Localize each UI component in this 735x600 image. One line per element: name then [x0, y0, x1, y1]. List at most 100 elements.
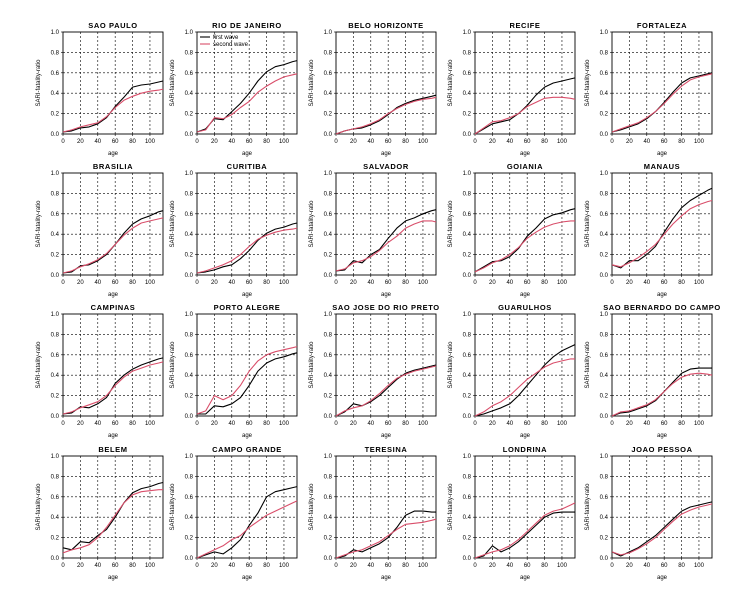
x-tick-label: 40 [643, 280, 650, 286]
y-axis-label: SARI-fatality-ratio [448, 341, 454, 389]
y-tick-label: 0.4 [600, 91, 609, 97]
y-tick-label: 0.6 [51, 353, 60, 359]
x-tick-label: 0 [334, 139, 338, 145]
x-axis-label: age [657, 575, 668, 581]
panel-fortaleza: FORTALEZA 0 20 40 60 80 100 0.0 0.2 0.4 0.6 0.8 1.0 a… [585, 21, 713, 157]
y-tick-label: 0.2 [600, 394, 609, 400]
plot-frame [196, 313, 298, 417]
y-tick-label: 0.4 [600, 232, 609, 238]
x-tick-label: 60 [112, 280, 119, 286]
x-tick-label: 40 [94, 563, 101, 569]
y-tick-label: 0.8 [600, 191, 609, 197]
y-tick-label: 1.0 [51, 312, 60, 318]
y-tick-label: 0.4 [600, 515, 609, 521]
y-tick-label: 1.0 [600, 454, 609, 460]
x-axis-label: age [381, 575, 392, 581]
y-tick-label: 0.0 [185, 556, 194, 562]
x-tick-label: 20 [350, 563, 357, 569]
x-tick-label: 20 [626, 563, 633, 569]
x-tick-label: 60 [112, 421, 119, 427]
series-line-second-wave [611, 199, 713, 268]
y-axis-label: SARI-fatality-ratio [448, 200, 454, 248]
x-tick-label: 0 [610, 280, 614, 286]
y-tick-label: 1.0 [324, 312, 333, 318]
y-tick-label: 0.2 [185, 394, 194, 400]
x-tick-label: 20 [489, 139, 496, 145]
plot-frame [474, 455, 576, 559]
y-axis-label: SARI-fatality-ratio [309, 483, 315, 531]
y-tick-label: 1.0 [324, 30, 333, 36]
x-tick-label: 0 [473, 139, 477, 145]
x-axis-label: age [242, 292, 253, 298]
y-tick-label: 1.0 [324, 454, 333, 460]
series-line-first-wave [196, 486, 298, 559]
x-tick-label: 0 [610, 139, 614, 145]
x-tick-label: 0 [61, 563, 65, 569]
y-tick-label: 0.2 [51, 536, 60, 542]
x-tick-label: 80 [129, 280, 136, 286]
x-tick-label: 80 [402, 563, 409, 569]
x-tick-label: 80 [678, 563, 685, 569]
panel-title: CURITIBA [227, 162, 268, 171]
x-tick-label: 0 [334, 563, 338, 569]
x-tick-label: 100 [694, 280, 705, 286]
y-tick-label: 0.6 [463, 71, 472, 77]
x-tick-label: 80 [263, 421, 270, 427]
panel-porto-alegre: PORTO ALEGRE 0 20 40 60 80 100 0.0 0.2 0.4 0.6 0.8 1… [170, 303, 298, 439]
panel-sao-paulo: SAO PAULO 0 20 40 60 80 100 0.0 0.2 0.4 0.6 0.8 1.0 a… [36, 21, 164, 157]
x-tick-label: 40 [506, 280, 513, 286]
x-tick-label: 20 [211, 563, 218, 569]
y-tick-label: 0.8 [324, 191, 333, 197]
series-line-second-wave [611, 503, 713, 556]
panel-title: FORTALEZA [637, 21, 687, 30]
x-tick-label: 40 [643, 421, 650, 427]
panel-joao-pessoa: JOAO PESSOA 0 20 40 60 80 100 0.0 0.2 0.4 0.6 0.8 1.… [585, 445, 713, 581]
plot-frame [62, 313, 164, 417]
series-line-first-wave [474, 77, 576, 135]
x-tick-label: 100 [418, 280, 429, 286]
x-tick-label: 40 [228, 280, 235, 286]
x-tick-label: 80 [678, 280, 685, 286]
y-tick-label: 1.0 [185, 171, 194, 177]
y-axis-label: SARI-fatality-ratio [170, 59, 176, 107]
x-tick-label: 80 [129, 421, 136, 427]
series-line-second-wave [474, 358, 575, 417]
x-axis-label: age [242, 433, 253, 439]
x-tick-label: 80 [129, 139, 136, 145]
panel-title: BELO HORIZONTE [348, 21, 423, 30]
y-axis-label: SARI-fatality-ratio [36, 341, 42, 389]
y-tick-label: 0.6 [51, 495, 60, 501]
series-line-first-wave [62, 80, 164, 133]
y-tick-label: 0.2 [324, 394, 333, 400]
panel-belem: BELEM 0 20 40 60 80 100 0.0 0.2 0.4 0.6 0.8 1.0 age SA… [36, 445, 164, 581]
x-tick-label: 80 [263, 139, 270, 145]
x-tick-label: 100 [418, 563, 429, 569]
series-line-first-wave [611, 187, 713, 269]
y-tick-label: 0.2 [463, 112, 472, 118]
y-axis-label: SARI-fatality-ratio [309, 59, 315, 107]
x-tick-label: 80 [402, 421, 409, 427]
panel-title: BRASILIA [93, 162, 133, 171]
y-tick-label: 0.0 [51, 556, 60, 562]
y-tick-label: 0.8 [463, 50, 472, 56]
x-axis-label: age [520, 151, 531, 157]
x-tick-label: 60 [246, 280, 253, 286]
panel-teresina: TERESINA 0 20 40 60 80 100 0.0 0.2 0.4 0.6 0.8 1.0 ag… [309, 445, 437, 581]
y-tick-label: 0.8 [51, 191, 60, 197]
x-tick-label: 40 [506, 563, 513, 569]
x-axis-label: age [520, 292, 531, 298]
plot-frame [196, 31, 298, 135]
series-line-first-wave [197, 352, 298, 415]
x-tick-label: 0 [610, 421, 614, 427]
y-tick-label: 0.0 [600, 414, 609, 420]
y-tick-label: 0.0 [324, 273, 333, 279]
x-tick-label: 100 [418, 139, 429, 145]
x-tick-label: 100 [418, 421, 429, 427]
plot-frame [62, 31, 164, 135]
y-tick-label: 0.8 [600, 474, 609, 480]
y-tick-label: 0.4 [600, 373, 609, 379]
x-axis-label: age [657, 151, 668, 157]
plot-frame [196, 172, 298, 276]
y-tick-label: 1.0 [51, 30, 60, 36]
x-tick-label: 100 [145, 139, 156, 145]
